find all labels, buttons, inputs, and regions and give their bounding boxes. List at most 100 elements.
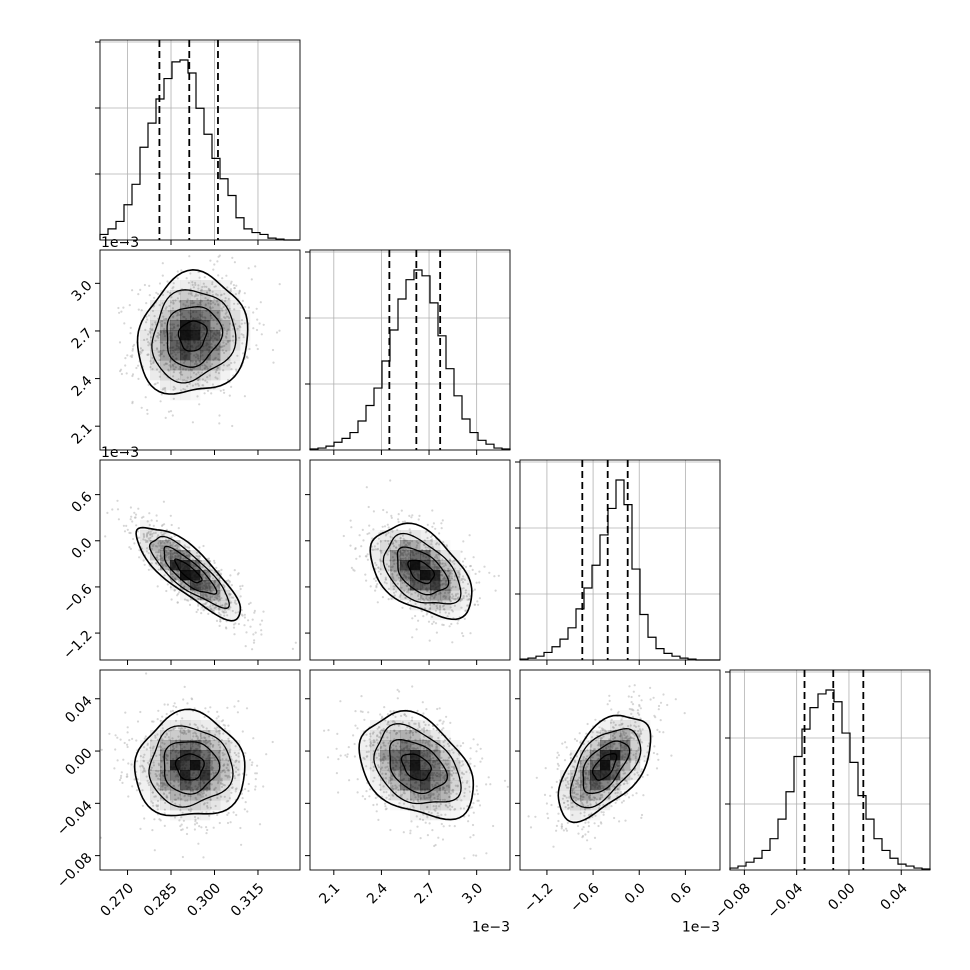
scatter-point bbox=[237, 752, 240, 755]
scatter-point bbox=[436, 707, 439, 711]
scatter-point bbox=[450, 577, 454, 580]
scatter-point bbox=[217, 715, 220, 718]
scatter-point bbox=[383, 755, 386, 758]
scatter-point bbox=[584, 833, 587, 836]
scatter-point bbox=[442, 740, 445, 744]
scatter-point bbox=[467, 593, 470, 596]
scatter-point bbox=[201, 364, 204, 367]
scatter-point bbox=[175, 743, 178, 746]
scatter-point bbox=[130, 515, 133, 518]
scatter-point bbox=[477, 799, 480, 802]
scatter-point bbox=[203, 603, 206, 606]
scatter-point bbox=[390, 782, 393, 785]
scatter-point bbox=[429, 735, 432, 738]
scatter-point bbox=[203, 562, 206, 566]
scatter-point bbox=[444, 583, 447, 587]
scatter-point bbox=[240, 319, 244, 322]
scatter-point bbox=[204, 739, 208, 742]
scatter-point bbox=[227, 724, 230, 727]
scatter-point bbox=[150, 766, 153, 769]
scatter-point bbox=[187, 794, 190, 797]
scatter-point bbox=[441, 722, 444, 725]
scatter-point bbox=[212, 609, 215, 612]
scatter-point bbox=[384, 719, 387, 722]
scatter-point bbox=[127, 795, 130, 798]
scatter-point bbox=[586, 793, 589, 797]
scatter-point bbox=[158, 359, 161, 362]
scatter-point bbox=[163, 703, 166, 706]
scatter-point bbox=[428, 548, 432, 551]
scatter-point bbox=[440, 573, 444, 577]
scatter-point bbox=[449, 773, 452, 776]
scatter-point bbox=[210, 326, 213, 330]
scatter-point bbox=[152, 804, 155, 807]
scatter-point bbox=[147, 552, 150, 555]
scatter-point bbox=[376, 727, 379, 730]
scatter-point bbox=[371, 761, 374, 764]
scatter-point bbox=[214, 285, 217, 288]
scatter-point bbox=[180, 269, 183, 272]
scatter-point bbox=[445, 715, 448, 718]
scatter-point bbox=[401, 793, 404, 796]
scatter-point bbox=[162, 500, 165, 503]
scatter-point bbox=[175, 706, 178, 709]
scatter-point bbox=[462, 742, 465, 745]
scatter-point bbox=[209, 365, 212, 368]
scatter-point bbox=[163, 332, 166, 335]
scatter-point bbox=[465, 595, 468, 598]
scatter-point bbox=[116, 736, 119, 739]
scatter-point bbox=[194, 818, 197, 821]
scatter-point bbox=[100, 836, 102, 839]
scatter-point bbox=[440, 774, 443, 777]
scatter-point bbox=[428, 608, 431, 611]
scatter-point bbox=[367, 711, 370, 714]
scatter-point bbox=[163, 388, 166, 391]
scatter-point bbox=[117, 518, 120, 521]
scatter-point bbox=[138, 549, 141, 552]
scatter-point bbox=[444, 589, 447, 592]
scatter-point bbox=[436, 797, 439, 801]
scatter-point bbox=[365, 486, 368, 489]
scatter-point bbox=[144, 328, 147, 331]
scatter-point bbox=[462, 540, 465, 543]
scatter-point bbox=[233, 751, 236, 755]
scatter-point bbox=[173, 534, 176, 538]
scatter-point bbox=[158, 764, 161, 767]
scatter-point bbox=[161, 748, 164, 751]
scatter-point bbox=[119, 370, 122, 373]
scatter-point bbox=[180, 816, 183, 819]
scatter-point bbox=[160, 531, 163, 534]
scatter-point bbox=[398, 579, 402, 583]
scatter-point bbox=[438, 562, 442, 565]
scatter-point bbox=[382, 759, 385, 762]
scatter-point bbox=[231, 256, 234, 259]
scatter-point bbox=[327, 729, 330, 732]
scatter-point bbox=[447, 567, 450, 571]
scatter-point bbox=[193, 828, 196, 831]
scatter-point bbox=[160, 759, 163, 763]
scatter-point bbox=[399, 554, 403, 557]
scatter-point bbox=[253, 639, 256, 642]
scatter-point bbox=[395, 733, 398, 736]
scatter-point bbox=[365, 555, 368, 558]
scatter-point bbox=[462, 763, 465, 766]
scatter-point bbox=[385, 780, 388, 784]
scatter-point bbox=[380, 766, 384, 769]
scatter-point bbox=[187, 281, 190, 284]
scatter-point bbox=[173, 793, 177, 797]
scatter-point bbox=[386, 523, 389, 526]
scatter-point bbox=[230, 584, 233, 587]
scatter-point bbox=[205, 826, 208, 829]
scatter-point bbox=[421, 597, 425, 601]
scatter-point bbox=[471, 568, 474, 572]
scatter-point bbox=[120, 774, 123, 778]
scatter-point bbox=[225, 598, 228, 601]
scatter-point bbox=[196, 294, 199, 297]
scatter-point bbox=[462, 575, 465, 578]
scatter-point bbox=[227, 579, 230, 582]
scatter-point bbox=[158, 773, 161, 776]
scatter-point bbox=[147, 537, 150, 540]
scatter-point bbox=[262, 323, 265, 326]
scatter-point bbox=[237, 768, 240, 771]
scatter-point bbox=[171, 307, 174, 310]
